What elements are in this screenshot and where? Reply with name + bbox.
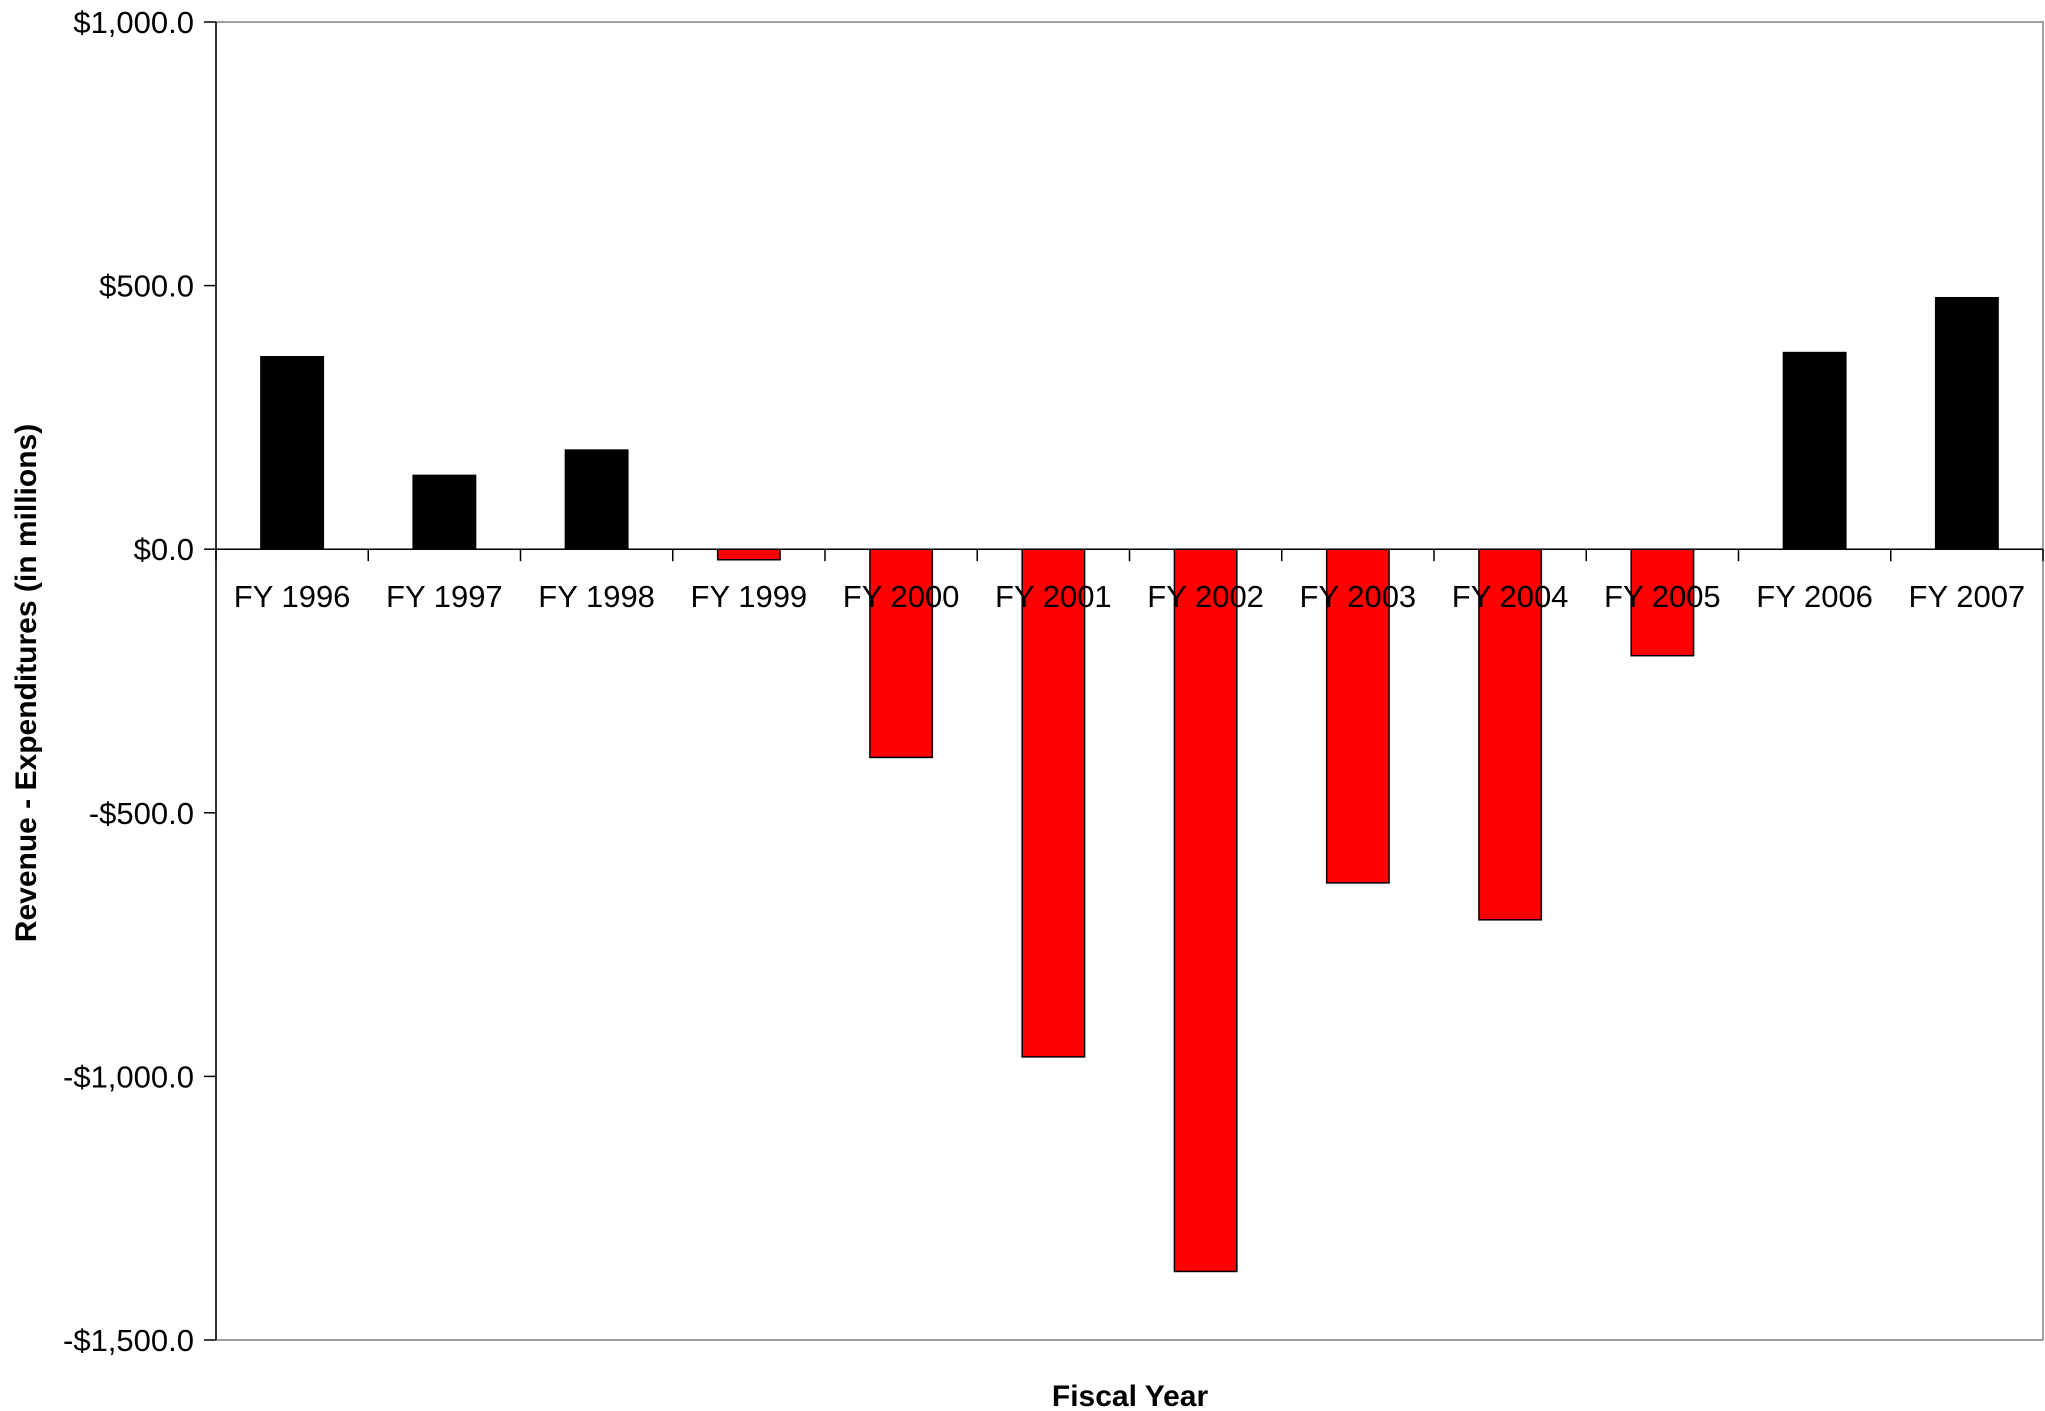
bar [1782,351,1847,550]
bar [412,474,477,550]
bar [1630,548,1695,657]
bar [564,449,629,550]
y-tick-label: -$1,500.0 [63,1323,194,1358]
x-tick-label: FY 2000 [843,579,960,614]
x-axis-title: Fiscal Year [1052,1380,1209,1411]
bar [1325,548,1390,884]
bar [1934,296,1999,550]
x-tick-label: FY 2002 [1147,579,1264,614]
bar [260,356,325,550]
x-tick-label: FY 1996 [234,579,351,614]
x-tick-label: FY 1999 [691,579,808,614]
x-tick-label: FY 2004 [1452,579,1569,614]
plot-area-frame [215,21,2044,1341]
bar [716,548,781,561]
x-tick-label: FY 2006 [1756,579,1873,614]
x-tick-label: FY 1997 [386,579,503,614]
x-tick-label: FY 2007 [1909,579,2026,614]
bar [1478,548,1543,921]
y-tick-label: $500.0 [99,269,194,304]
bar [1021,548,1086,1058]
x-tick-label: FY 1998 [538,579,655,614]
zero-axis-line [215,548,2044,562]
y-tick-label: -$500.0 [89,796,194,831]
bar [869,548,934,759]
bar [1173,548,1238,1273]
y-tick-label: $0.0 [134,532,194,567]
y-tick-label: $1,000.0 [73,5,194,40]
x-tick-label: FY 2001 [995,579,1112,614]
x-axis-labels: FY 1996 FY 1997 FY 1998 FY 1999 FY 2000 FY 20… [234,579,2025,614]
x-tick-label: FY 2003 [1300,579,1417,614]
plot-area-border [215,21,2044,1341]
y-tick-label: -$1,000.0 [63,1059,194,1094]
x-tick-label: FY 2005 [1604,579,1721,614]
y-axis: $1,000.0 $500.0 $0.0 -$500.0 -$1,000.0 -$1,50… [63,5,217,1358]
bars [260,296,1999,1273]
y-axis-title: Revenue - Expenditures (in millions) [10,424,43,942]
